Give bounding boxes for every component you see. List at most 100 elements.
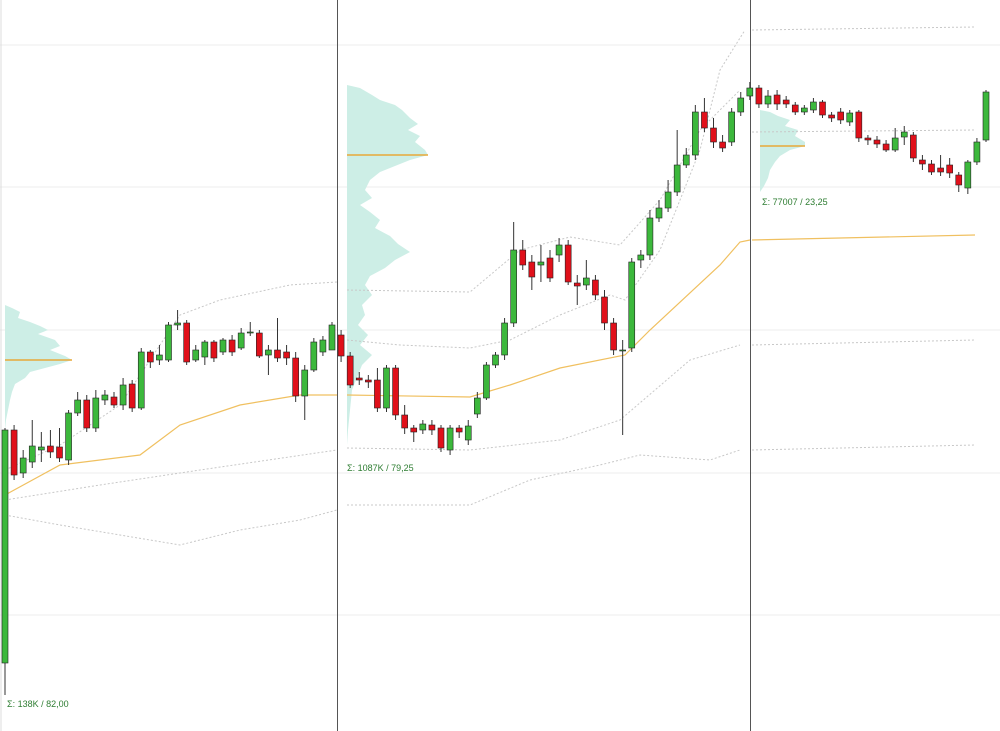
candle-body <box>237 332 245 349</box>
candle-body <box>147 351 154 363</box>
candle-body <box>583 277 590 286</box>
candle-body <box>219 339 227 353</box>
candle-body <box>401 414 408 429</box>
candle-body <box>483 364 490 399</box>
band-line <box>4 509 338 546</box>
candle-body <box>256 332 263 357</box>
candle-body <box>410 427 418 433</box>
candle-body <box>919 159 926 165</box>
candle-body <box>637 254 645 261</box>
candle-body <box>365 379 372 383</box>
candle-body <box>855 111 863 139</box>
candle-body <box>928 163 935 173</box>
candle-body <box>119 384 127 406</box>
candle-body <box>837 111 844 121</box>
candle-body <box>246 331 254 334</box>
band-line <box>347 449 741 506</box>
candle-body <box>737 97 745 113</box>
candle-body <box>728 111 735 143</box>
candle-body <box>174 322 181 326</box>
candle-body <box>374 379 381 409</box>
candle-body <box>619 349 626 352</box>
vwap-line <box>751 234 976 241</box>
candle-body <box>83 399 91 429</box>
candle-body <box>828 114 835 119</box>
candle-body <box>982 91 990 141</box>
candle-body <box>510 249 517 324</box>
candle-body <box>746 87 754 97</box>
band-line <box>751 129 976 133</box>
candle-body <box>38 446 45 451</box>
candle-body <box>764 95 772 105</box>
candle-body <box>973 141 981 163</box>
candle-body <box>1 429 9 664</box>
candle-body <box>56 446 63 459</box>
candle-body <box>701 111 708 129</box>
candle-body <box>183 322 190 363</box>
band-line <box>346 89 741 293</box>
candle-body <box>437 427 445 449</box>
candle-body <box>455 427 463 433</box>
candle-body <box>610 322 617 351</box>
candle-body <box>955 174 963 186</box>
candle-body <box>419 423 427 431</box>
candle-body <box>128 383 136 409</box>
candle-body <box>301 369 309 397</box>
candle-body <box>755 87 763 105</box>
candle-body <box>283 351 290 359</box>
candle-body <box>355 377 363 381</box>
candle-body <box>265 349 272 356</box>
candle-body <box>474 397 481 415</box>
candle-body <box>328 324 336 351</box>
candle-body <box>555 244 563 256</box>
candle-body <box>782 99 790 105</box>
profile-summary: Σ: 1087K / 79,25 <box>347 463 414 473</box>
candle-body <box>546 257 554 279</box>
candle-body <box>673 164 681 193</box>
candle-body <box>464 425 472 441</box>
candle-body <box>946 164 953 174</box>
candle-body <box>137 351 145 409</box>
candle-body <box>446 427 454 451</box>
candle-body <box>964 161 972 189</box>
candle-body <box>383 367 390 409</box>
vwap-line <box>4 394 337 496</box>
candle-body <box>201 341 209 358</box>
candle-body <box>47 445 54 453</box>
candle-body <box>646 217 654 256</box>
candle-body <box>74 399 81 414</box>
candle-body <box>846 112 854 123</box>
candle-body <box>310 341 318 371</box>
candle-body <box>292 357 299 397</box>
candle-body <box>537 261 545 266</box>
candle-body <box>528 261 536 278</box>
profile-summary: Σ: 77007 / 23,25 <box>762 197 828 207</box>
profile-summary: Σ: 138K / 82,00 <box>7 699 69 709</box>
band-line <box>751 26 976 31</box>
candle-body <box>92 397 100 429</box>
candle-body <box>873 139 881 145</box>
candle-body <box>519 249 527 266</box>
band-line <box>751 444 976 451</box>
candle-body <box>719 141 726 149</box>
candle-body <box>165 324 172 361</box>
candle-body <box>810 101 817 111</box>
candle-body <box>192 349 200 361</box>
candle-body <box>110 396 118 406</box>
band-line <box>346 29 746 349</box>
candle-body <box>19 457 27 474</box>
candle-body <box>319 339 327 353</box>
candle-body <box>156 354 163 361</box>
candle-body <box>864 137 872 141</box>
candle-body <box>28 445 36 463</box>
candle-body <box>564 244 572 283</box>
candle-body <box>710 127 717 143</box>
band-line <box>751 339 976 346</box>
candle-body <box>274 349 281 359</box>
volume-profile <box>760 110 805 192</box>
candle-body <box>492 354 499 366</box>
candle-body <box>692 111 699 156</box>
candle-body <box>882 143 890 151</box>
